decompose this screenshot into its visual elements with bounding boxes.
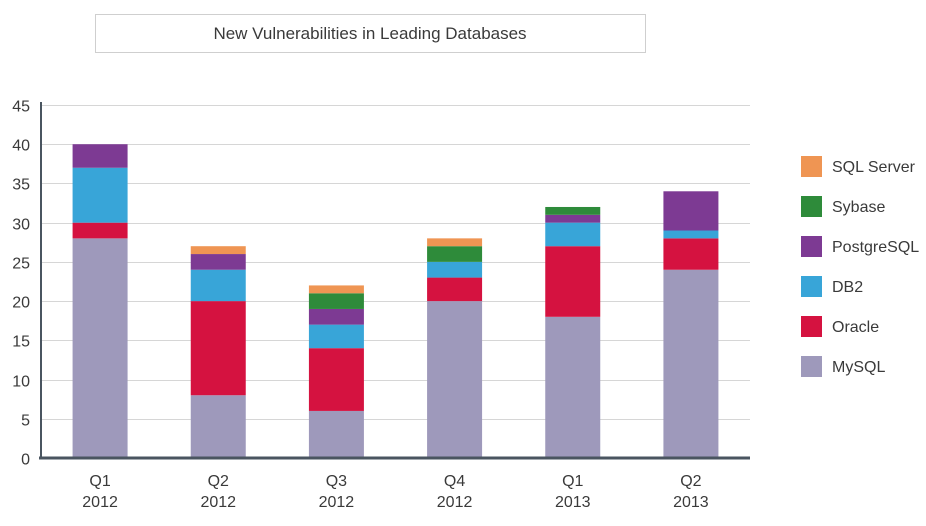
bar-segment-sql-server (427, 238, 483, 247)
axes (39, 102, 750, 460)
legend-swatch (801, 356, 822, 377)
legend-swatch (801, 236, 822, 257)
bar-segment-postgresql (72, 144, 128, 168)
bar-segment-mysql (72, 238, 128, 458)
bar-segment-oracle (663, 238, 719, 270)
y-tick-label: 40 (12, 138, 30, 155)
bar-segment-oracle (190, 301, 246, 396)
legend-swatch (801, 196, 822, 217)
bar-segment-mysql (190, 395, 246, 458)
bar-segment-postgresql (308, 308, 364, 325)
gridlines (41, 105, 750, 420)
bar-segment-sybase (545, 206, 601, 215)
x-category-label-year: 2012 (437, 494, 473, 511)
y-tick-label: 5 (21, 413, 30, 430)
y-tick-label: 0 (21, 452, 30, 469)
bar-segment-sql-server (308, 285, 364, 294)
bar-segment-oracle (72, 222, 128, 239)
legend: SQL Server Sybase PostgreSQL DB2 Oracle MySQL (801, 156, 919, 377)
legend-swatch (801, 316, 822, 337)
x-category-label-year: 2012 (319, 494, 355, 511)
bar-segment-oracle (427, 277, 483, 302)
bar-segment-db2 (545, 222, 601, 247)
x-category-label-quarter: Q1 (562, 473, 583, 490)
bar-segment-db2 (663, 230, 719, 239)
bar-segment-postgresql (663, 191, 719, 231)
x-category-label-quarter: Q2 (680, 473, 701, 490)
chart-title: New Vulnerabilities in Leading Databases (95, 14, 646, 53)
bar-segment-oracle (308, 348, 364, 411)
y-tick-label: 35 (12, 177, 30, 194)
bar-segment-mysql (663, 269, 719, 458)
bar-segment-db2 (308, 324, 364, 349)
legend-label: PostgreSQL (832, 239, 919, 256)
bars (72, 144, 719, 458)
x-category-label-quarter: Q3 (326, 473, 347, 490)
bar-segment-db2 (190, 269, 246, 302)
bar-segment-mysql (545, 316, 601, 458)
legend-label: DB2 (832, 279, 863, 296)
x-category-label-quarter: Q2 (208, 473, 229, 490)
x-category-label-year: 2013 (555, 494, 591, 511)
y-tick-label: 10 (12, 374, 30, 391)
y-tick-label: 20 (12, 295, 30, 312)
legend-label: Oracle (832, 319, 879, 336)
chart-title-text: New Vulnerabilities in Leading Databases (213, 24, 526, 43)
chart-title-box (95, 14, 646, 53)
bar-segment-sql-server (190, 246, 246, 255)
x-axis-category-labels: Q1 2012 Q2 2012 Q3 2012 Q4 2012 Q1 2013 Q2 2013 (82, 473, 709, 511)
legend-swatch (801, 156, 822, 177)
y-tick-label: 25 (12, 256, 30, 273)
legend-swatch (801, 276, 822, 297)
y-tick-label: 15 (12, 334, 30, 351)
bar-segment-mysql (308, 410, 364, 458)
bar-segment-sybase (308, 293, 364, 309)
y-tick-label: 45 (12, 99, 30, 116)
x-category-label-year: 2013 (673, 494, 709, 511)
legend-label: Sybase (832, 199, 885, 216)
bar-segment-oracle (545, 246, 601, 317)
y-tick-label: 30 (12, 217, 30, 234)
bar-segment-db2 (72, 167, 128, 223)
x-category-label-year: 2012 (200, 494, 236, 511)
legend-label: MySQL (832, 359, 885, 376)
bar-segment-postgresql (545, 214, 601, 223)
legend-label: SQL Server (832, 159, 916, 176)
x-category-label-quarter: Q1 (89, 473, 110, 490)
y-axis-tick-labels: 0 5 10 15 20 25 30 35 40 45 (12, 99, 30, 469)
bar-segment-db2 (427, 261, 483, 278)
bar-segment-mysql (427, 301, 483, 458)
bar-segment-sybase (427, 246, 483, 262)
x-category-label-year: 2012 (82, 494, 118, 511)
bar-segment-postgresql (190, 254, 246, 270)
x-category-label-quarter: Q4 (444, 473, 465, 490)
